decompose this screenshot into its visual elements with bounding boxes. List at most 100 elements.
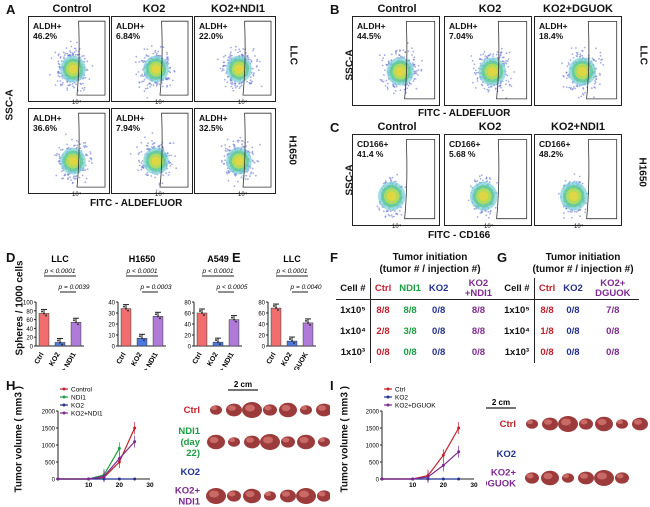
event-dot — [399, 55, 402, 58]
event-dot — [73, 51, 76, 54]
event-dot — [505, 52, 508, 55]
event-dot — [384, 69, 386, 71]
event-dot — [406, 42, 409, 44]
legend-marker — [62, 403, 66, 407]
event-dot — [138, 151, 141, 154]
y-tick-label: 80 — [258, 301, 265, 307]
event-dot — [400, 206, 403, 209]
event-dot — [226, 172, 229, 175]
event-dot — [62, 51, 65, 54]
event-dot — [175, 167, 178, 170]
table-header-row: Cell # Ctrl NDI1 KO2 KO2 +NDI1 — [336, 278, 505, 300]
event-dot — [58, 155, 61, 158]
y-tick-label: 20 — [184, 334, 191, 340]
event-dot — [60, 148, 62, 151]
tumor-highlight — [211, 405, 217, 411]
series-point — [117, 477, 121, 481]
event-dot — [152, 84, 155, 87]
event-dot — [91, 64, 94, 67]
event-dot — [252, 153, 255, 155]
y-tick-label: 10 — [108, 334, 115, 340]
table-title: Tumor initiation — [392, 252, 468, 263]
col-title: Control — [377, 3, 417, 15]
col-title: Control — [52, 3, 92, 15]
tumor-highlight — [282, 491, 290, 497]
event-dot — [61, 177, 63, 180]
event-dot — [169, 66, 172, 69]
event-dot — [222, 61, 225, 64]
event-dot — [505, 62, 508, 65]
event-dot — [64, 52, 67, 55]
y-axis-label: Tumor volume ( mm3 ) — [339, 386, 351, 493]
data-point — [139, 335, 141, 338]
y-tick-label: 1000 — [42, 444, 56, 450]
photo-row-label: KO2+ — [491, 468, 517, 479]
data-point — [233, 318, 235, 321]
event-dot — [56, 80, 59, 82]
density-contour — [234, 64, 244, 74]
x-tick-label: 10 — [409, 482, 417, 489]
event-dot — [58, 153, 61, 156]
event-dot — [236, 85, 239, 88]
data-point — [143, 339, 145, 342]
panel-label-h: H — [6, 378, 16, 393]
header-cell: Ctrl — [534, 278, 560, 300]
event-dot — [398, 54, 401, 57]
event-dot — [568, 86, 571, 89]
event-dot — [225, 72, 227, 74]
y-tick-label: 20 — [258, 334, 265, 340]
event-dot — [234, 49, 237, 51]
photo-row-label: KO2 — [496, 449, 516, 460]
event-dot — [575, 211, 578, 213]
event-dot — [54, 84, 57, 86]
event-dot — [249, 76, 252, 79]
gate — [159, 20, 189, 96]
event-dot — [228, 172, 230, 174]
cell: 0/8 — [471, 347, 486, 358]
event-dot — [137, 169, 139, 172]
event-dot — [410, 47, 413, 49]
event-dot — [505, 79, 508, 82]
event-dot — [599, 51, 602, 54]
event-dot — [49, 73, 51, 76]
bar — [136, 338, 148, 347]
cell: 1x10³ — [500, 342, 535, 363]
event-dot — [598, 72, 601, 75]
event-dot — [487, 54, 490, 57]
event-dot — [86, 69, 89, 71]
event-dot — [142, 75, 144, 77]
event-dot — [83, 55, 85, 57]
data-point — [215, 339, 217, 342]
tumor-highlight — [263, 436, 273, 444]
event-dot — [147, 142, 149, 145]
event-dot — [251, 167, 254, 170]
legend-label: KO2 — [395, 395, 408, 402]
col-title: KO2+NDI1 — [550, 121, 606, 133]
density-scatter — [376, 139, 436, 220]
event-dot — [244, 178, 247, 180]
cell: 8/8 — [471, 305, 486, 316]
event-dot — [486, 88, 489, 91]
event-dot — [85, 145, 88, 148]
event-dot — [581, 92, 584, 95]
tumor-highlight — [616, 473, 624, 479]
axis-tick-label: 10⁴ — [574, 224, 584, 230]
event-dot — [391, 216, 394, 218]
event-dot — [567, 210, 570, 213]
event-dot — [168, 142, 171, 145]
event-dot — [476, 180, 479, 182]
event-dot — [161, 85, 164, 88]
event-dot — [509, 83, 511, 86]
event-dot — [57, 62, 60, 65]
event-dot — [234, 45, 237, 48]
event-dot — [84, 76, 87, 79]
event-dot — [254, 55, 256, 57]
event-dot — [143, 48, 146, 51]
event-dot — [393, 86, 396, 88]
event-dot — [251, 67, 254, 70]
event-dot — [489, 178, 492, 181]
data-point — [235, 320, 237, 323]
chart-title: LLC — [51, 254, 69, 264]
event-dot — [579, 53, 582, 56]
y-tick-label: 80 — [184, 301, 191, 307]
